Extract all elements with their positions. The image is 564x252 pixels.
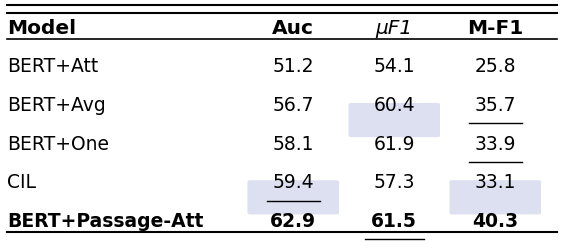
Text: 57.3: 57.3: [373, 173, 415, 192]
Text: BERT+Att: BERT+Att: [7, 57, 98, 76]
Text: 56.7: 56.7: [272, 96, 314, 115]
Text: 59.4: 59.4: [272, 173, 314, 192]
Text: M-F1: M-F1: [467, 19, 523, 38]
Text: 51.2: 51.2: [272, 57, 314, 76]
Text: 54.1: 54.1: [373, 57, 415, 76]
FancyBboxPatch shape: [248, 180, 339, 214]
Text: 61.9: 61.9: [373, 135, 415, 154]
Text: 25.8: 25.8: [474, 57, 516, 76]
Text: Auc: Auc: [272, 19, 314, 38]
Text: 61.5: 61.5: [371, 212, 417, 231]
Text: Model: Model: [7, 19, 76, 38]
Text: BERT+Avg: BERT+Avg: [7, 96, 106, 115]
Text: CIL: CIL: [7, 173, 36, 192]
Text: 33.9: 33.9: [474, 135, 516, 154]
Text: 35.7: 35.7: [474, 96, 516, 115]
Text: 60.4: 60.4: [373, 96, 415, 115]
Text: 58.1: 58.1: [272, 135, 314, 154]
FancyBboxPatch shape: [450, 180, 541, 214]
Text: 33.1: 33.1: [474, 173, 516, 192]
Text: BERT+One: BERT+One: [7, 135, 109, 154]
Text: 62.9: 62.9: [270, 212, 316, 231]
Text: 40.3: 40.3: [472, 212, 518, 231]
Text: BERT+Passage-Att: BERT+Passage-Att: [7, 212, 204, 231]
FancyBboxPatch shape: [349, 103, 440, 137]
Text: μF1: μF1: [376, 19, 413, 38]
